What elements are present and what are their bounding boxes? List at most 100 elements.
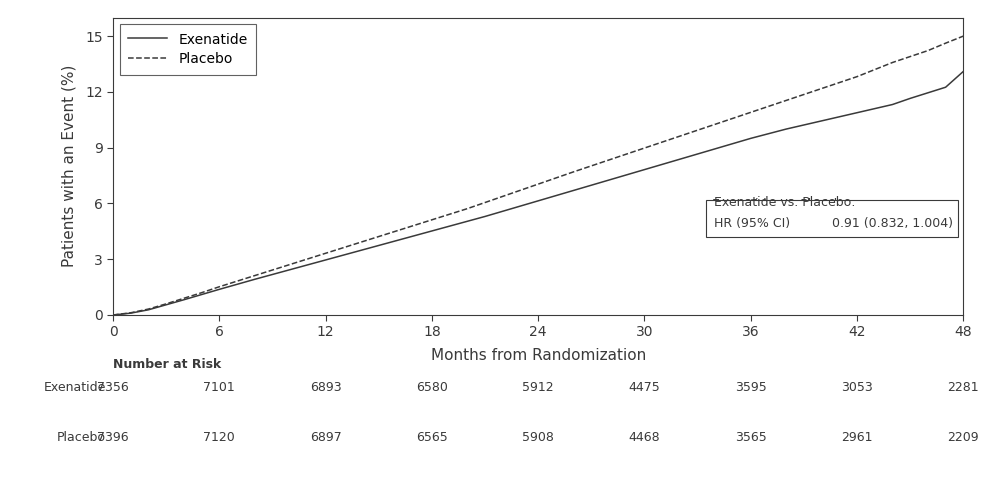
Placebo <box>887 60 898 66</box>
Text: 3595: 3595 <box>735 381 767 394</box>
Text: Number at Risk: Number at Risk <box>113 358 221 370</box>
Placebo <box>337 244 349 250</box>
Placebo <box>798 92 810 98</box>
Text: 2209: 2209 <box>948 431 979 444</box>
Text: Exenatide: Exenatide <box>44 381 106 394</box>
Text: Exenatide vs. Placebo:: Exenatide vs. Placebo: <box>712 198 853 211</box>
Placebo <box>426 217 437 223</box>
Exenatide <box>674 156 686 162</box>
Exenatide <box>586 182 598 188</box>
Text: 0.91 (0.832, 1.004): 0.91 (0.832, 1.004) <box>834 218 954 232</box>
Text: Exenatide vs. Placebo:: Exenatide vs. Placebo: <box>714 196 855 209</box>
Text: 7356: 7356 <box>97 381 129 394</box>
Exenatide <box>284 266 296 272</box>
Exenatide <box>692 151 704 157</box>
Placebo <box>302 256 314 262</box>
Text: HR (95% CI): HR (95% CI) <box>712 218 788 232</box>
Exenatide <box>834 114 845 120</box>
Exenatide <box>514 203 526 209</box>
Placebo <box>834 80 845 86</box>
Placebo <box>869 66 881 72</box>
Exenatide <box>160 302 172 308</box>
Placebo <box>373 234 384 239</box>
Placebo <box>160 301 172 307</box>
Exenatide <box>443 223 455 229</box>
Line: Placebo: Placebo <box>113 36 963 315</box>
Text: 6893: 6893 <box>310 381 341 394</box>
Text: 5908: 5908 <box>522 431 554 444</box>
Exenatide <box>621 172 633 178</box>
Exenatide <box>657 162 668 168</box>
Exenatide <box>408 233 420 239</box>
Placebo <box>639 145 651 151</box>
Placebo <box>692 127 704 133</box>
Text: 2281: 2281 <box>948 381 979 394</box>
Exenatide <box>763 130 775 136</box>
Placebo <box>674 133 686 139</box>
Exenatide <box>496 208 508 214</box>
Exenatide <box>851 110 863 116</box>
Text: 4468: 4468 <box>629 431 661 444</box>
Text: 2961: 2961 <box>841 431 873 444</box>
Text: 3565: 3565 <box>735 431 767 444</box>
Placebo <box>604 157 615 163</box>
Text: 6580: 6580 <box>416 381 448 394</box>
Placebo <box>957 33 969 39</box>
Placebo <box>355 239 367 245</box>
Placebo <box>816 86 828 91</box>
Exenatide <box>568 188 580 194</box>
Placebo <box>533 181 545 187</box>
Placebo <box>249 272 260 278</box>
Exenatide <box>533 198 545 204</box>
Exenatide <box>745 136 757 141</box>
Placebo <box>107 312 119 318</box>
Exenatide <box>710 146 722 152</box>
Placebo <box>443 211 455 217</box>
Exenatide <box>319 257 331 263</box>
Legend: Exenatide, Placebo: Exenatide, Placebo <box>120 24 256 74</box>
Exenatide <box>727 140 739 146</box>
Exenatide <box>302 262 314 268</box>
Placebo <box>745 110 757 116</box>
Placebo <box>479 200 491 205</box>
Exenatide <box>249 276 260 282</box>
Exenatide <box>390 238 402 244</box>
Placebo <box>514 187 526 193</box>
Placebo <box>496 194 508 200</box>
Text: Placebo: Placebo <box>57 431 106 444</box>
Exenatide <box>781 126 792 132</box>
Text: 6565: 6565 <box>416 431 448 444</box>
Placebo <box>319 250 331 256</box>
Bar <box>707 200 958 237</box>
Exenatide <box>107 312 119 318</box>
Exenatide <box>887 102 898 107</box>
Placebo <box>904 54 916 60</box>
Exenatide <box>337 252 349 258</box>
Line: Exenatide: Exenatide <box>113 72 963 315</box>
Placebo <box>284 262 296 268</box>
Y-axis label: Patients with an Event (%): Patients with an Event (%) <box>62 65 77 268</box>
Exenatide <box>816 118 828 124</box>
Placebo <box>851 74 863 80</box>
Placebo <box>213 284 225 290</box>
Placebo <box>550 175 562 181</box>
X-axis label: Months from Randomization: Months from Randomization <box>431 348 646 363</box>
Exenatide <box>125 310 137 316</box>
Placebo <box>922 48 934 54</box>
Placebo <box>568 169 580 175</box>
Placebo <box>408 222 420 228</box>
Text: 5912: 5912 <box>522 381 554 394</box>
Placebo <box>196 290 207 296</box>
Exenatide <box>178 297 190 303</box>
Text: 6897: 6897 <box>310 431 341 444</box>
Text: HR (95% CI): HR (95% CI) <box>714 218 789 230</box>
Exenatide <box>213 286 225 292</box>
Placebo <box>727 116 739 121</box>
Placebo <box>266 267 278 273</box>
Exenatide <box>231 282 243 288</box>
Exenatide <box>196 292 207 298</box>
Placebo <box>657 139 668 145</box>
Text: 7120: 7120 <box>203 431 235 444</box>
Text: 7101: 7101 <box>203 381 235 394</box>
Exenatide <box>143 307 154 313</box>
